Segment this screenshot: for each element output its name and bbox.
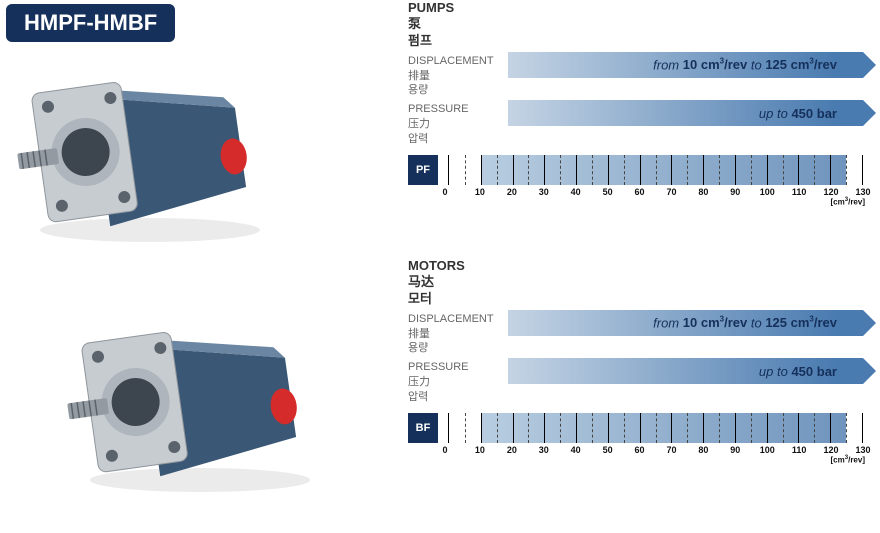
motors-chart-row: BF 0102030405060708090100110120130[cm3/r… [408, 413, 863, 463]
pumps-displacement-labels: DISPLACEMENT 排量 용량 [408, 52, 508, 99]
motors-displacement-arrow: from 10 cm3/rev to 125 cm3/rev [508, 310, 863, 336]
label-ko: 압력 [408, 391, 428, 403]
pumps-chart-row: PF 0102030405060708090100110120130[cm3/r… [408, 155, 863, 205]
pumps-displacement-value: from 10 cm3/rev to 125 cm3/rev [653, 57, 837, 72]
motors-pressure-value: up to 450 bar [759, 364, 837, 379]
product-title-badge: HMPF-HMBF [6, 4, 175, 42]
pumps-heading-ko: 펌프 [408, 33, 432, 48]
pumps-pressure-value: up to 450 bar [759, 106, 837, 121]
motors-displacement-value: from 10 cm3/rev to 125 cm3/rev [653, 315, 837, 330]
pumps-heading: PUMPS 泵 펌프 [408, 0, 863, 49]
motors-chart-badge: BF [408, 413, 438, 443]
label-ko: 용량 [408, 342, 428, 354]
label-zh: 排量 [408, 328, 430, 340]
label-en: PRESSURE [408, 103, 469, 115]
pumps-heading-zh: 泵 [408, 16, 421, 31]
pumps-heading-en: PUMPS [408, 0, 454, 15]
pumps-displacement-arrow: from 10 cm3/rev to 125 cm3/rev [508, 52, 863, 78]
motors-pressure-arrow: up to 450 bar [508, 358, 863, 384]
label-en: PRESSURE [408, 361, 469, 373]
pumps-pressure-labels: PRESSURE 压力 압력 [408, 100, 508, 147]
label-zh: 压力 [408, 118, 430, 130]
motors-spec-block: MOTORS 马达 모터 DISPLACEMENT 排量 용량 from 10 … [408, 258, 863, 463]
motors-heading: MOTORS 马达 모터 [408, 258, 863, 307]
motors-heading-en: MOTORS [408, 258, 465, 273]
label-ko: 용량 [408, 84, 428, 96]
pumps-displacement-row: DISPLACEMENT 排量 용량 from 10 cm3/rev to 12… [408, 52, 863, 99]
label-zh: 压力 [408, 376, 430, 388]
motors-pressure-labels: PRESSURE 压力 압력 [408, 358, 508, 405]
pumps-chart-badge: PF [408, 155, 438, 185]
motors-heading-zh: 马达 [408, 274, 434, 289]
motor-image [60, 300, 340, 500]
pumps-pressure-arrow: up to 450 bar [508, 100, 863, 126]
motors-range-chart: 0102030405060708090100110120130[cm3/rev] [448, 413, 863, 463]
motors-pressure-row: PRESSURE 压力 압력 up to 450 bar [408, 358, 863, 405]
pumps-range-chart: 0102030405060708090100110120130[cm3/rev] [448, 155, 863, 205]
motors-displacement-row: DISPLACEMENT 排量 용량 from 10 cm3/rev to 12… [408, 310, 863, 357]
label-zh: 排量 [408, 70, 430, 82]
pump-image [10, 50, 290, 250]
label-ko: 압력 [408, 133, 428, 145]
pumps-pressure-row: PRESSURE 压力 압력 up to 450 bar [408, 100, 863, 147]
pumps-spec-block: PUMPS 泵 펌프 DISPLACEMENT 排量 용량 from 10 cm… [408, 0, 863, 205]
label-en: DISPLACEMENT [408, 55, 494, 67]
label-en: DISPLACEMENT [408, 313, 494, 325]
motors-displacement-labels: DISPLACEMENT 排量 용량 [408, 310, 508, 357]
motors-heading-ko: 모터 [408, 291, 432, 306]
